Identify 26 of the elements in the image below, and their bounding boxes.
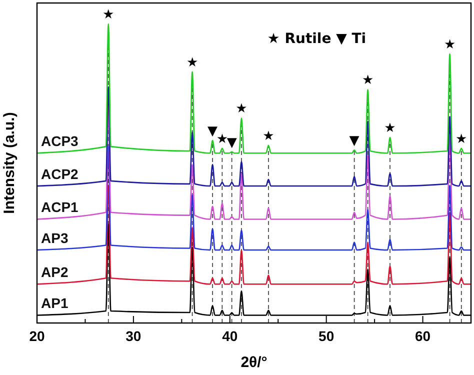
x-axis-title: 2θ/° [240,354,268,371]
ref-line-label: ★ [216,132,228,147]
ref-line-label: ▼ [226,135,237,150]
ref-line-label: ★ [444,37,456,52]
series-label: AP1 [41,295,68,312]
ref-line-label: ★ [236,102,248,117]
ref-line-label: ★ [384,121,396,136]
x-tick-label: 30 [126,328,142,344]
ref-line-label: ★ [456,132,468,147]
series-label: ACP1 [41,199,79,216]
ref-line-label: ★ [262,128,274,144]
x-tick-label: 50 [318,328,334,344]
ref-line-label: ▼ [208,124,218,140]
series-label: AP2 [41,264,68,280]
x-tick-label: 60 [414,328,431,344]
x-tick-label: 20 [29,328,45,344]
x-tick-label: 40 [222,328,238,344]
series-label: ACP2 [41,166,79,182]
series-label: AP3 [41,230,68,246]
ref-line-label: ★ [362,73,374,88]
annotation: ★ Rutile ▼ Ti [267,31,366,47]
series-label: ACP3 [41,133,79,150]
y-axis-title: Intensity (a.u.) [1,112,18,214]
ref-line-label: ★ [102,7,114,22]
ref-line-label: ★ [186,55,198,70]
ref-line-label: ▼ [349,134,360,149]
